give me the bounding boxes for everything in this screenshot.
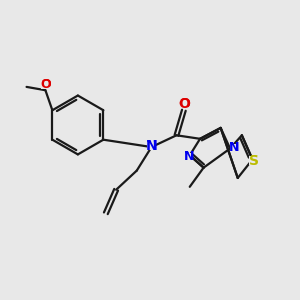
Text: O: O <box>40 78 51 92</box>
Text: N: N <box>229 141 239 154</box>
Text: S: S <box>249 154 259 168</box>
Text: O: O <box>40 78 51 92</box>
Text: O: O <box>178 98 190 111</box>
FancyBboxPatch shape <box>147 142 156 150</box>
Text: O: O <box>178 98 190 111</box>
Text: N: N <box>146 139 157 153</box>
Text: N: N <box>146 139 157 153</box>
FancyBboxPatch shape <box>249 157 259 165</box>
Text: S: S <box>249 154 259 168</box>
FancyBboxPatch shape <box>185 153 193 161</box>
FancyBboxPatch shape <box>230 143 238 152</box>
FancyBboxPatch shape <box>180 100 188 109</box>
Text: N: N <box>229 141 239 154</box>
Text: N: N <box>184 150 194 163</box>
Text: N: N <box>184 150 194 163</box>
FancyBboxPatch shape <box>41 81 50 89</box>
